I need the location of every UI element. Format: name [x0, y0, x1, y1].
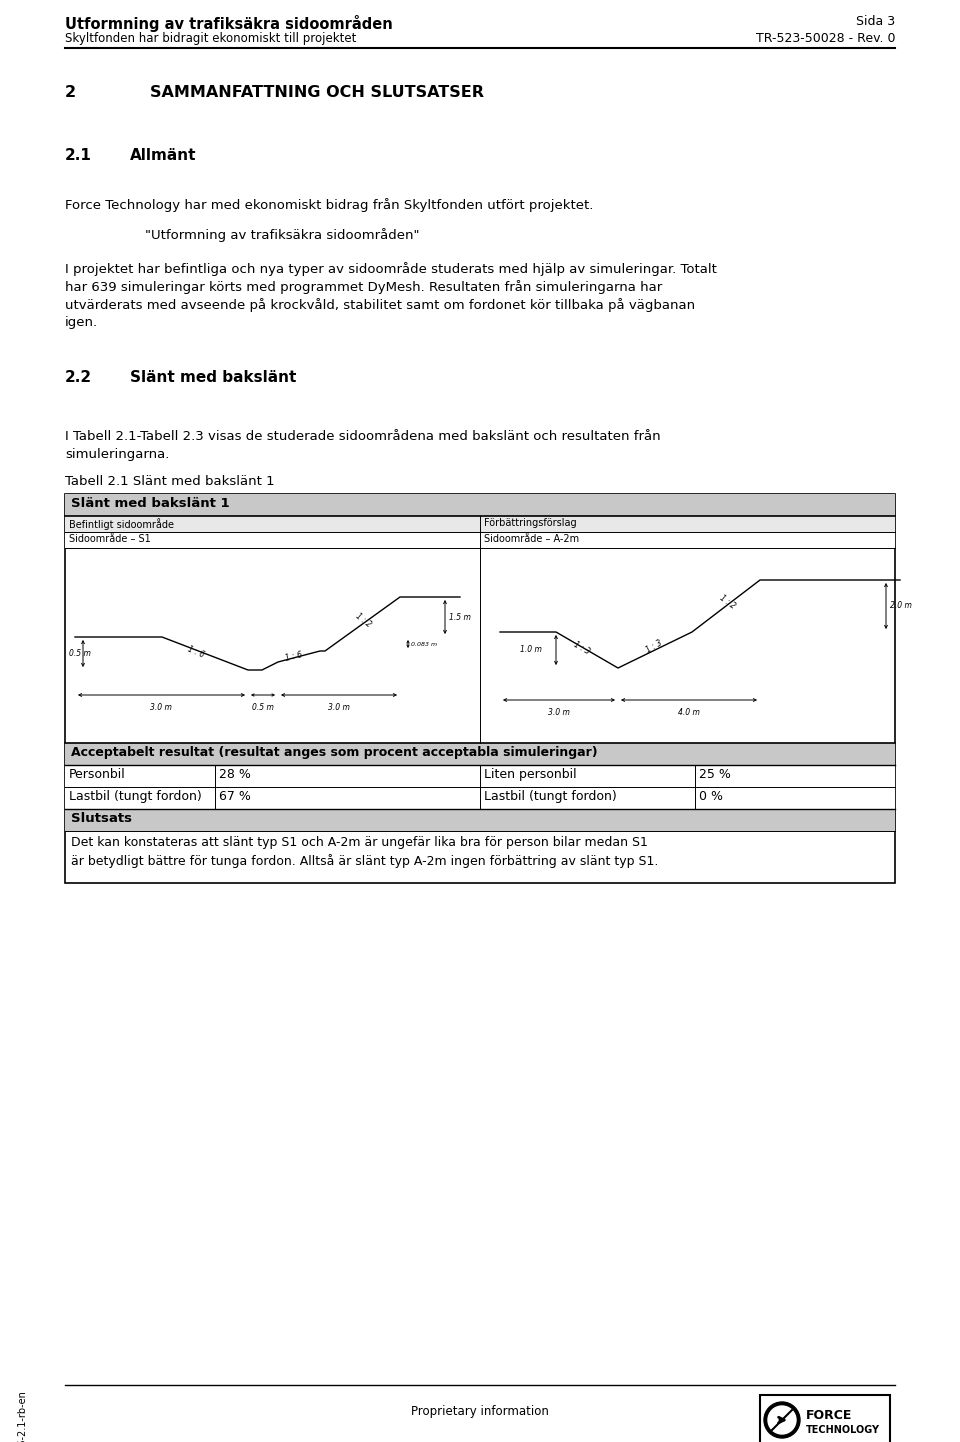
Text: 67 %: 67 % — [219, 790, 251, 803]
Bar — [65, 743, 895, 766]
Circle shape — [768, 1406, 796, 1433]
Text: Sidoområde – S1: Sidoområde – S1 — [69, 534, 151, 544]
Text: Slänt med bakslänt 1: Slänt med bakslänt 1 — [71, 497, 229, 510]
Text: "Utformning av trafiksäkra sidoområden": "Utformning av trafiksäkra sidoområden" — [145, 228, 420, 242]
Text: 1.0 m: 1.0 m — [520, 646, 542, 655]
Text: utvärderats med avseende på krockvåld, stabilitet samt om fordonet kör tillbaka : utvärderats med avseende på krockvåld, s… — [65, 298, 695, 311]
Text: Lastbil (tungt fordon): Lastbil (tungt fordon) — [69, 790, 202, 803]
Text: Allmänt: Allmänt — [130, 149, 197, 163]
Text: Slänt med bakslänt: Slänt med bakslänt — [130, 371, 297, 385]
Text: 0.5 m: 0.5 m — [69, 649, 91, 658]
Circle shape — [764, 1402, 800, 1438]
Text: FORCE: FORCE — [806, 1409, 852, 1422]
Text: Förbättringsförslag: Förbättringsförslag — [484, 518, 577, 528]
Text: Skyltfonden har bidragit ekonomiskt till projektet: Skyltfonden har bidragit ekonomiskt till… — [65, 32, 356, 45]
Text: simuleringarna.: simuleringarna. — [65, 448, 169, 461]
Text: Utformning av trafiksäkra sidoområden: Utformning av trafiksäkra sidoområden — [65, 14, 393, 32]
Text: har 639 simuleringar körts med programmet DyMesh. Resultaten från simuleringarna: har 639 simuleringar körts med programme… — [65, 280, 662, 294]
Text: Proprietary information: Proprietary information — [411, 1405, 549, 1417]
Text: Tabell 2.1 Slänt med bakslänt 1: Tabell 2.1 Slänt med bakslänt 1 — [65, 474, 275, 487]
Bar — [65, 766, 895, 787]
Text: Sidoområde – A-2m: Sidoområde – A-2m — [484, 534, 579, 544]
Bar — [65, 787, 895, 809]
Text: TR-523-50028 - Rev. 0: TR-523-50028 - Rev. 0 — [756, 32, 895, 45]
Bar — [65, 809, 895, 831]
Text: 0.083 m: 0.083 m — [411, 642, 437, 646]
Text: 286-2.1-rb-en: 286-2.1-rb-en — [17, 1390, 27, 1442]
Text: Slutsats: Slutsats — [71, 812, 132, 825]
Text: I Tabell 2.1-Tabell 2.3 visas de studerade sidoområdena med bakslänt och resulta: I Tabell 2.1-Tabell 2.3 visas de studera… — [65, 430, 660, 443]
Bar — [760, 1394, 890, 1442]
Text: 4.0 m: 4.0 m — [678, 708, 700, 717]
Text: 0 %: 0 % — [699, 790, 723, 803]
Bar — [65, 516, 895, 532]
Text: 0.5 m: 0.5 m — [252, 704, 274, 712]
Text: 2.2: 2.2 — [65, 371, 92, 385]
Text: 28 %: 28 % — [219, 769, 251, 782]
Text: Befintligt sidoområde: Befintligt sidoområde — [69, 518, 174, 529]
Text: är betydligt bättre för tunga fordon. Alltså är slänt typ A-2m ingen förbättring: är betydligt bättre för tunga fordon. Al… — [71, 854, 659, 868]
Text: 3.0 m: 3.0 m — [150, 704, 172, 712]
Text: 1 : 2: 1 : 2 — [353, 611, 372, 629]
Bar — [65, 495, 895, 516]
Text: Acceptabelt resultat (resultat anges som procent acceptabla simuleringar): Acceptabelt resultat (resultat anges som… — [71, 746, 598, 758]
Text: 3.0 m: 3.0 m — [548, 708, 570, 717]
Text: 3.0 m: 3.0 m — [328, 704, 350, 712]
Text: 2: 2 — [65, 85, 76, 99]
Bar — [65, 532, 895, 548]
Text: Force Technology har med ekonomiskt bidrag från Skyltfonden utfört projektet.: Force Technology har med ekonomiskt bidr… — [65, 198, 593, 212]
Text: SAMMANFATTNING OCH SLUTSATSER: SAMMANFATTNING OCH SLUTSATSER — [150, 85, 484, 99]
Text: Det kan konstateras att slänt typ S1 och A-2m är ungefär lika bra för person bil: Det kan konstateras att slänt typ S1 och… — [71, 836, 648, 849]
Bar — [65, 495, 895, 883]
Text: 1 : 3: 1 : 3 — [572, 640, 591, 656]
Text: Liten personbil: Liten personbil — [484, 769, 577, 782]
Text: 1 : 2: 1 : 2 — [717, 593, 736, 610]
Text: 2.0 m: 2.0 m — [890, 601, 912, 610]
Text: Sida 3: Sida 3 — [856, 14, 895, 27]
Text: 1 : 6: 1 : 6 — [186, 645, 205, 659]
Text: 1 : 6: 1 : 6 — [285, 650, 303, 663]
Text: 1 : 3: 1 : 3 — [644, 639, 663, 655]
Text: igen.: igen. — [65, 316, 98, 329]
Text: 2.1: 2.1 — [65, 149, 92, 163]
Text: Lastbil (tungt fordon): Lastbil (tungt fordon) — [484, 790, 616, 803]
Text: Personbil: Personbil — [69, 769, 126, 782]
Text: 25 %: 25 % — [699, 769, 731, 782]
Text: 1.5 m: 1.5 m — [449, 613, 470, 622]
Text: I projektet har befintliga och nya typer av sidoområde studerats med hjälp av si: I projektet har befintliga och nya typer… — [65, 262, 717, 275]
Text: TECHNOLOGY: TECHNOLOGY — [806, 1425, 880, 1435]
